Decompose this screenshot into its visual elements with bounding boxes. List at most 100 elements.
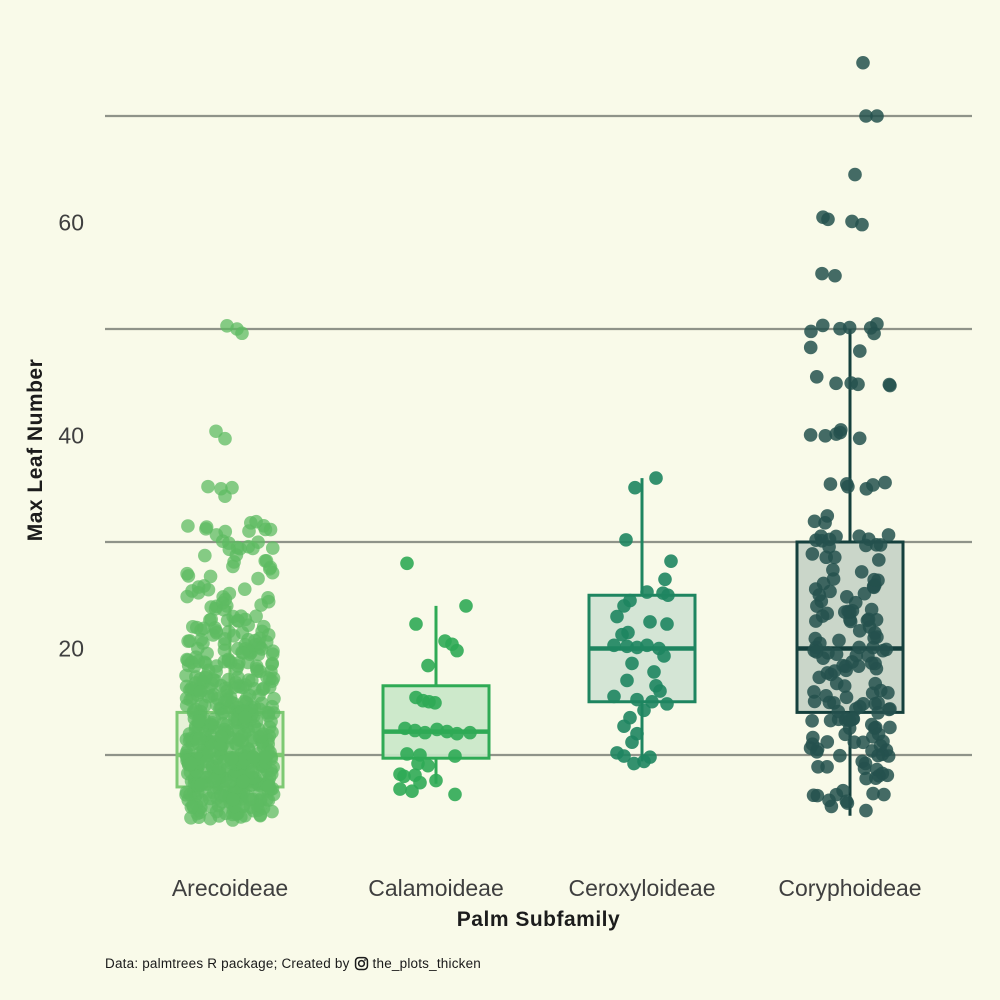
data-point bbox=[249, 714, 264, 729]
data-point bbox=[239, 691, 254, 706]
data-point bbox=[868, 676, 883, 691]
data-point bbox=[856, 55, 870, 70]
data-point bbox=[627, 756, 641, 771]
data-point bbox=[852, 624, 867, 638]
data-point bbox=[249, 514, 263, 529]
data-point bbox=[806, 730, 820, 745]
data-point bbox=[226, 628, 241, 643]
data-point bbox=[246, 750, 261, 765]
data-point bbox=[838, 727, 853, 742]
data-point bbox=[421, 758, 435, 773]
data-point bbox=[397, 769, 411, 784]
data-point bbox=[254, 598, 268, 612]
data-point bbox=[868, 626, 882, 640]
data-point bbox=[207, 773, 222, 788]
data-point bbox=[235, 326, 249, 341]
category-label-ceroxyloideae: Ceroxyloideae bbox=[568, 875, 715, 901]
data-point bbox=[809, 369, 824, 384]
data-point bbox=[809, 614, 823, 628]
data-point bbox=[193, 672, 207, 686]
data-point bbox=[871, 696, 885, 710]
data-point bbox=[860, 613, 875, 628]
group-coryphoideae bbox=[795, 55, 905, 818]
data-point bbox=[400, 556, 414, 571]
data-point bbox=[217, 643, 232, 658]
caption-handle: the_plots_thicken bbox=[372, 956, 482, 971]
data-point bbox=[803, 340, 818, 355]
data-point bbox=[610, 609, 624, 624]
data-point bbox=[820, 735, 835, 749]
data-point bbox=[640, 585, 654, 599]
data-point bbox=[664, 554, 678, 568]
data-point bbox=[615, 627, 629, 642]
data-point bbox=[617, 749, 631, 763]
data-point bbox=[413, 775, 427, 790]
points-ceroxyloideae bbox=[607, 471, 678, 771]
data-point bbox=[251, 571, 265, 586]
data-point bbox=[857, 586, 872, 601]
data-point bbox=[810, 742, 825, 756]
data-point bbox=[868, 656, 882, 671]
data-point bbox=[200, 754, 214, 769]
data-point bbox=[881, 749, 896, 763]
data-point bbox=[207, 712, 222, 726]
data-point bbox=[214, 729, 229, 744]
data-point bbox=[421, 658, 435, 673]
data-point bbox=[867, 572, 881, 587]
data-point bbox=[812, 670, 827, 685]
data-point bbox=[831, 704, 846, 719]
data-point bbox=[181, 519, 195, 533]
data-point bbox=[428, 696, 442, 710]
instagram-icon bbox=[354, 956, 369, 971]
data-point bbox=[833, 425, 848, 440]
data-point bbox=[179, 788, 193, 802]
data-point bbox=[818, 515, 832, 530]
data-point bbox=[261, 708, 276, 723]
group-ceroxyloideae bbox=[587, 471, 697, 771]
data-point bbox=[253, 664, 267, 679]
data-point bbox=[815, 266, 829, 281]
data-point bbox=[254, 642, 269, 656]
data-point bbox=[262, 779, 276, 794]
data-point bbox=[658, 572, 672, 587]
group-calamoideae bbox=[381, 556, 491, 802]
data-point bbox=[625, 656, 639, 671]
data-point bbox=[838, 659, 853, 674]
data-point bbox=[400, 747, 414, 761]
data-point bbox=[607, 689, 621, 704]
data-point bbox=[617, 719, 631, 734]
category-label-coryphoideae: Coryphoideae bbox=[778, 875, 921, 901]
data-point bbox=[265, 541, 280, 555]
data-point bbox=[811, 759, 825, 774]
data-point bbox=[859, 538, 873, 553]
points-arecoideae bbox=[179, 319, 281, 827]
data-point bbox=[619, 533, 633, 547]
data-point bbox=[267, 691, 281, 706]
data-point bbox=[810, 599, 824, 613]
data-point bbox=[209, 624, 223, 638]
data-point bbox=[230, 540, 245, 555]
data-point bbox=[463, 725, 477, 740]
data-point bbox=[851, 659, 866, 673]
y-tick-label-20: 20 bbox=[58, 636, 84, 662]
data-point bbox=[241, 673, 256, 687]
data-point bbox=[872, 553, 886, 567]
data-point bbox=[203, 569, 218, 584]
data-point bbox=[232, 733, 246, 747]
data-point bbox=[820, 606, 834, 621]
data-point bbox=[625, 735, 639, 750]
data-point bbox=[628, 480, 642, 495]
data-point bbox=[459, 599, 473, 613]
points-coryphoideae bbox=[803, 55, 897, 818]
data-point bbox=[881, 528, 896, 542]
data-point bbox=[868, 771, 883, 785]
data-point bbox=[832, 633, 846, 648]
data-point bbox=[852, 431, 867, 446]
data-point bbox=[818, 429, 833, 443]
data-point bbox=[858, 756, 873, 771]
data-point bbox=[640, 638, 654, 653]
chart-caption: Data: palmtrees R package; Created by th… bbox=[105, 956, 481, 971]
data-point bbox=[851, 377, 865, 392]
data-point bbox=[194, 778, 208, 792]
data-point bbox=[429, 773, 443, 788]
